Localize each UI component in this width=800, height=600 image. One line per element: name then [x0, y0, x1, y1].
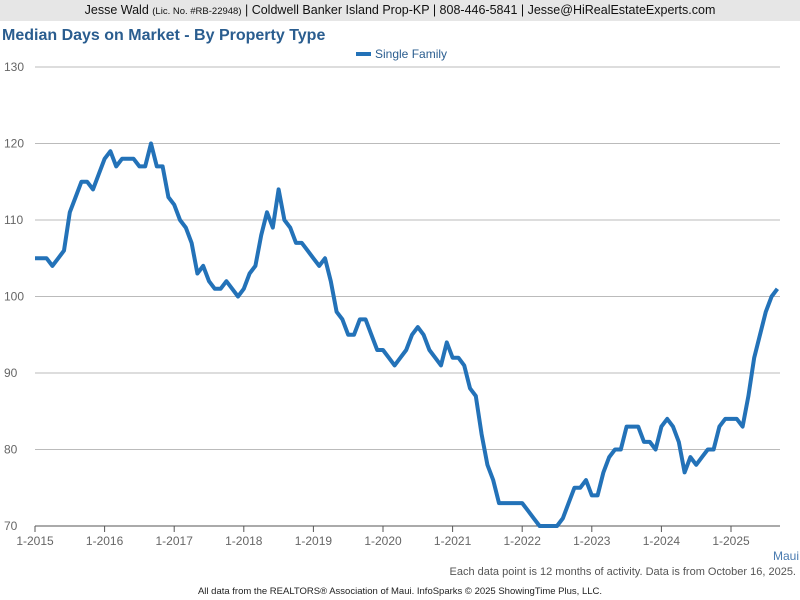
- footer: All data from the REALTORS® Association …: [198, 586, 602, 597]
- x-tick-label: 1-2017: [156, 534, 194, 548]
- x-tick-label: 1-2025: [712, 534, 750, 548]
- area-label: Maui: [773, 549, 799, 563]
- x-tick-label: 1-2022: [504, 534, 542, 548]
- x-tick-label: 1-2023: [573, 534, 611, 548]
- y-tick-label: 130: [4, 60, 24, 74]
- email: Jesse@HiRealEstateExperts.com: [527, 3, 716, 17]
- series-line: [35, 141, 779, 528]
- x-tick-label: 1-2021: [434, 534, 472, 548]
- x-tick-label: 1-2018: [225, 534, 263, 548]
- y-tick-label: 80: [4, 443, 18, 457]
- company: | Coldwell Banker Island Prop-KP |: [244, 3, 437, 17]
- agent-name: Jesse Wald: [84, 3, 149, 17]
- x-tick-label: 1-2024: [643, 534, 681, 548]
- header-bar: Jesse Wald (Lic. No. #RB-22948) | Coldwe…: [0, 0, 800, 21]
- phone: 808-446-5841 |: [439, 3, 525, 17]
- y-tick-label: 70: [4, 519, 18, 533]
- license: (Lic. No. #RB-22948): [152, 6, 242, 17]
- x-tick-label: 1-2020: [364, 534, 402, 548]
- x-tick-label: 1-2016: [86, 534, 124, 548]
- y-tick-label: 110: [4, 213, 23, 227]
- chart-title: Median Days on Market - By Property Type: [2, 27, 325, 44]
- y-tick-label: 90: [4, 366, 18, 380]
- x-tick-label: 1-2019: [295, 534, 333, 548]
- x-tick-label: 1-2015: [16, 534, 54, 548]
- note: Each data point is 12 months of activity…: [450, 566, 796, 578]
- legend-label: Single Family: [375, 47, 447, 61]
- y-tick-label: 100: [4, 290, 24, 304]
- y-tick-label: 120: [4, 137, 24, 151]
